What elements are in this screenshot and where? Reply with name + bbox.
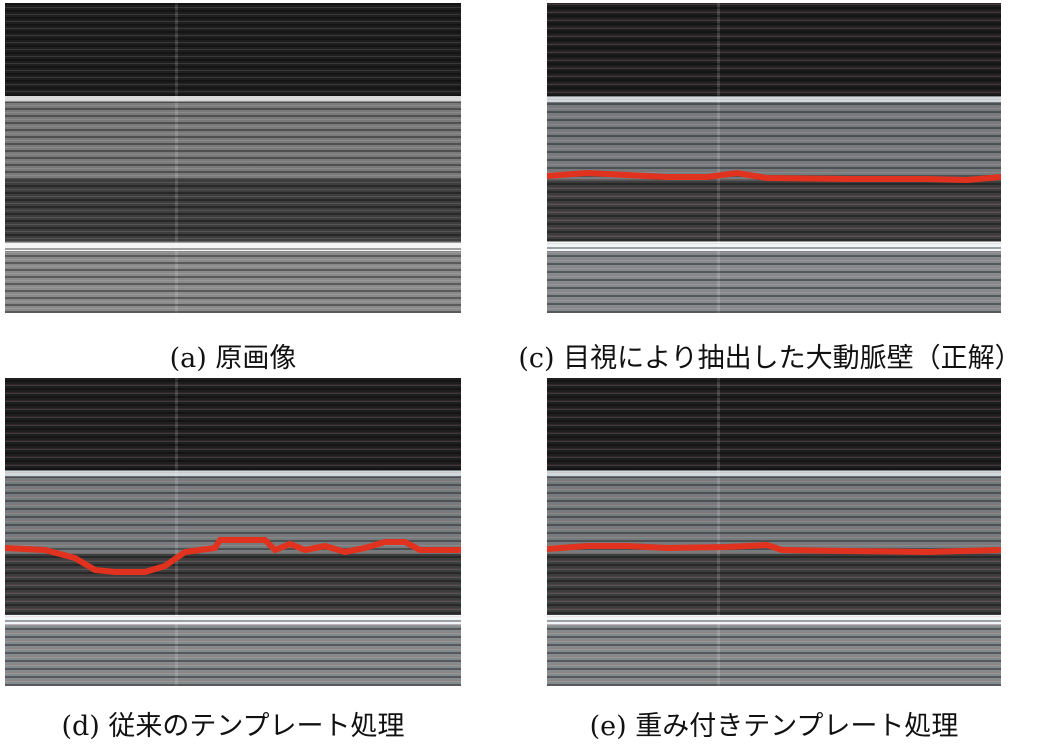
overlay bbox=[547, 541, 1001, 556]
wall-line bbox=[5, 537, 461, 575]
overlay bbox=[547, 169, 1001, 184]
image-original bbox=[5, 3, 461, 313]
wall-line bbox=[547, 541, 1001, 556]
image-ground-truth bbox=[547, 3, 1001, 313]
image-weighted bbox=[547, 378, 1001, 686]
image-conventional bbox=[5, 378, 461, 686]
caption: (c) 目視により抽出した大動脈壁（正解） bbox=[518, 343, 1022, 374]
wall-line bbox=[547, 169, 1001, 184]
caption: (e) 重み付きテンプレート処理 bbox=[589, 711, 959, 742]
overlay bbox=[5, 537, 461, 575]
caption: (d) 従来のテンプレート処理 bbox=[61, 711, 405, 742]
caption: (a) 原画像 bbox=[169, 343, 297, 374]
